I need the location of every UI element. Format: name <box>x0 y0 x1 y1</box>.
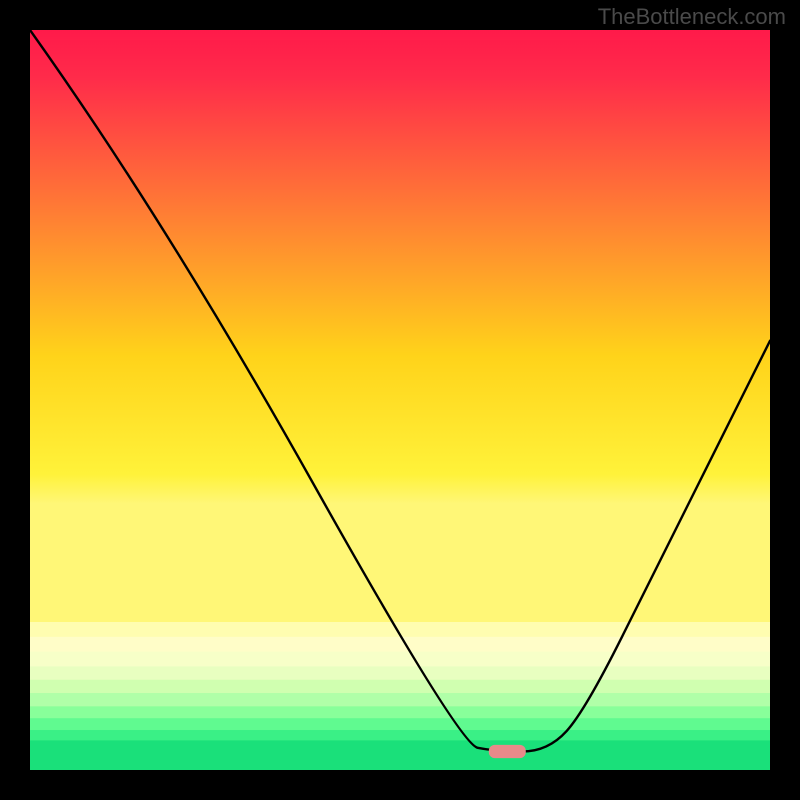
watermark-text: TheBottleneck.com <box>598 4 786 30</box>
bottleneck-chart <box>30 30 770 770</box>
chart-background <box>30 30 770 770</box>
chart-plot-area <box>30 30 770 770</box>
chart-marker <box>489 745 526 758</box>
